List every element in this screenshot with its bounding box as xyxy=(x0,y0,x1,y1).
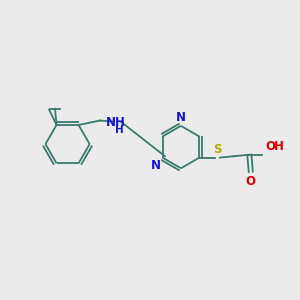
Text: O: O xyxy=(246,175,256,188)
Text: NH: NH xyxy=(106,116,126,128)
Text: S: S xyxy=(213,143,221,156)
Text: N: N xyxy=(176,111,186,124)
Text: H: H xyxy=(115,125,124,135)
Text: H: H xyxy=(274,140,284,153)
Text: O: O xyxy=(265,140,275,153)
Text: N: N xyxy=(151,159,161,172)
